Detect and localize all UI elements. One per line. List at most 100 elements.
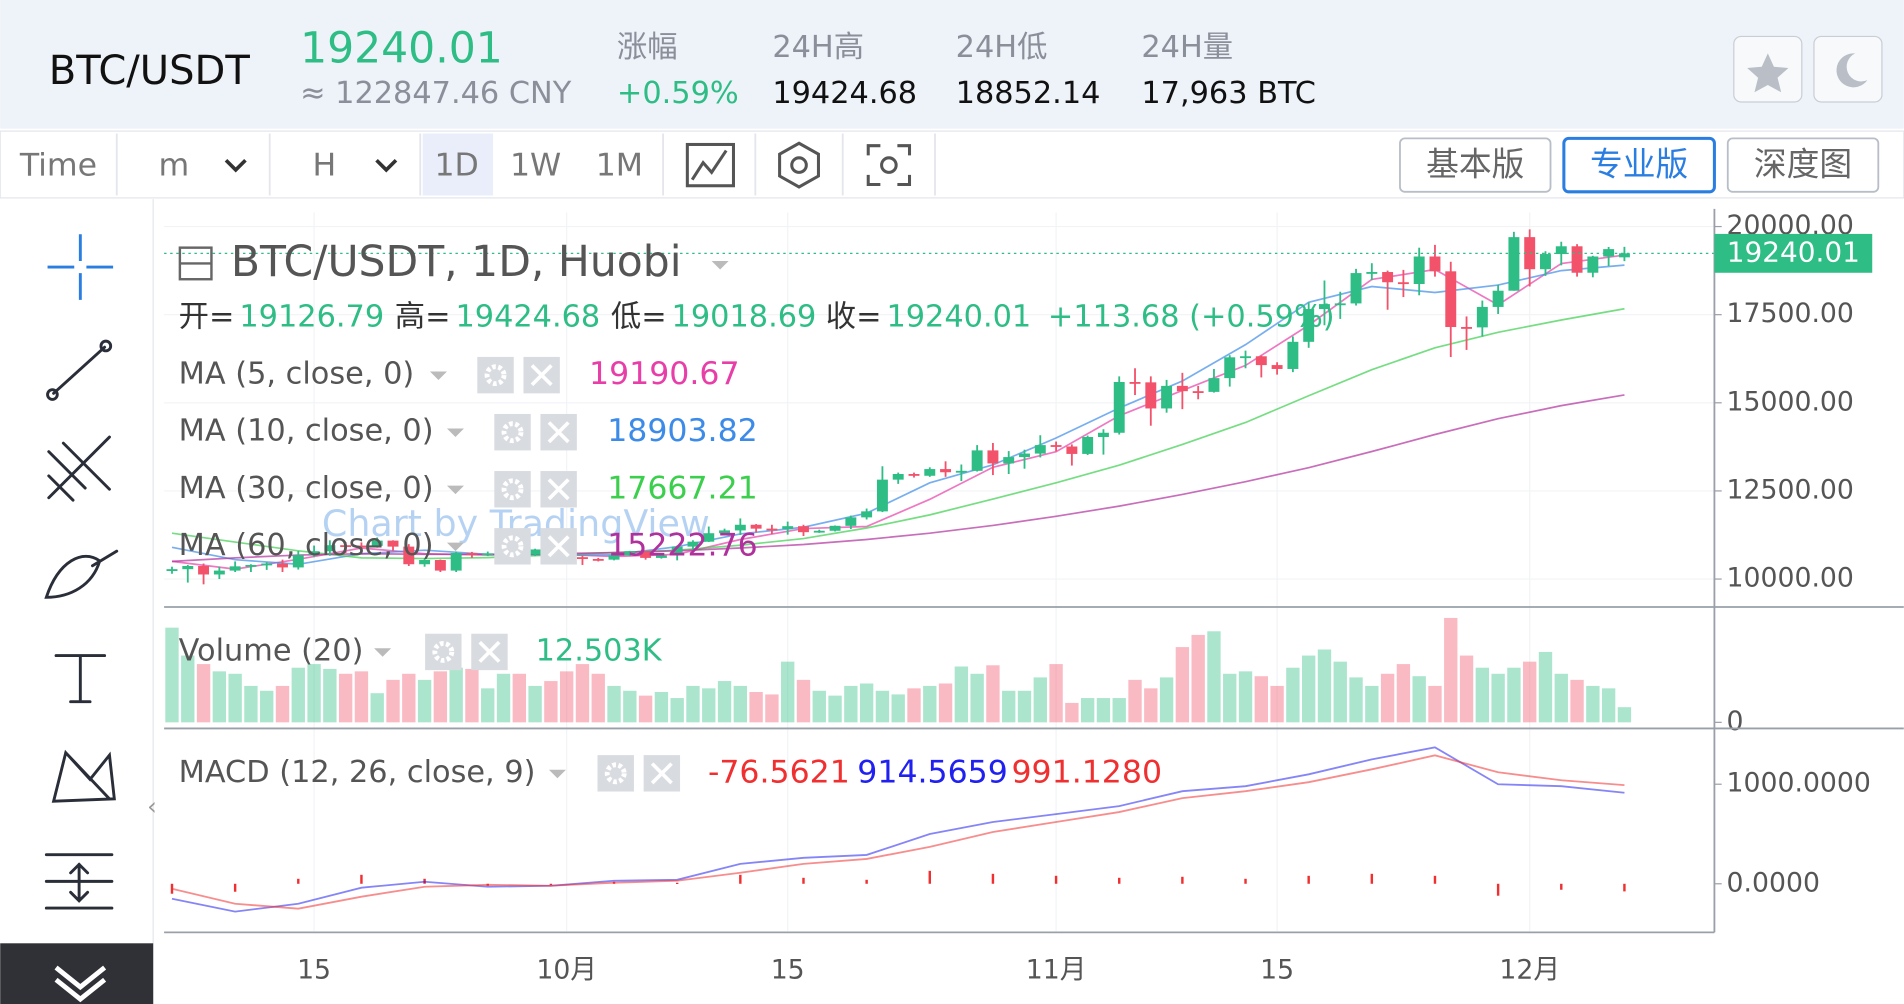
toolbar-item[interactable]: m <box>158 147 189 183</box>
volume-bar <box>370 693 384 723</box>
macd-title: MACD (12, 26, close, 9) <box>179 755 536 790</box>
line-tool-end <box>99 339 113 353</box>
volume-bar <box>181 655 195 723</box>
candle-body <box>1208 378 1220 392</box>
volume-bar <box>260 690 274 723</box>
candle-body <box>1066 446 1078 454</box>
fib-tool[interactable] <box>47 435 111 502</box>
volume-bar <box>670 698 684 723</box>
volume-bar <box>212 671 227 723</box>
settings-button[interactable] <box>778 141 820 189</box>
macd-bar <box>865 879 868 884</box>
candle-body <box>782 526 794 529</box>
legend-caret[interactable] <box>711 261 729 270</box>
ma-legend-name: MA (10, close, 0) <box>179 414 434 449</box>
view-label[interactable]: 深度图 <box>1754 145 1852 183</box>
settings-icon[interactable] <box>778 141 820 189</box>
candle-body <box>466 552 478 555</box>
snapshot-button[interactable] <box>866 144 912 187</box>
toolbar-item[interactable]: 1W <box>510 147 561 183</box>
x-tick-label: 15 <box>771 955 805 986</box>
legend-caret[interactable] <box>374 648 392 657</box>
candle-body <box>1476 306 1488 328</box>
candle-body <box>1003 457 1015 464</box>
view-label[interactable]: 基本版 <box>1426 145 1524 183</box>
volume-bar <box>1017 690 1032 723</box>
ohlc-label: 收= <box>826 300 882 335</box>
view-button[interactable] <box>1399 137 1552 193</box>
legend-caret[interactable] <box>446 485 464 495</box>
chart-type-button[interactable] <box>685 142 735 188</box>
volume-bar <box>859 683 874 723</box>
volume-bar <box>291 667 305 723</box>
chart-type-icon[interactable] <box>685 142 735 188</box>
stat-label: 涨幅 <box>617 30 678 65</box>
remove-icon <box>478 640 501 663</box>
volume-bar <box>1333 661 1347 723</box>
view-button[interactable] <box>1726 137 1880 193</box>
volume-bar <box>1033 677 1047 723</box>
stat-label: 24H量 <box>1141 30 1233 65</box>
indicator-settings[interactable] <box>494 471 531 508</box>
indicator-settings[interactable] <box>477 356 514 394</box>
theme-box[interactable] <box>1813 35 1883 103</box>
toolbar-item[interactable]: H <box>312 147 336 183</box>
legend-caret[interactable] <box>446 542 464 552</box>
candle-body <box>245 564 257 567</box>
legend-caret[interactable] <box>548 769 566 779</box>
indicator-settings[interactable] <box>494 528 531 565</box>
view-label[interactable]: 专业版 <box>1590 145 1688 183</box>
drawing-tools[interactable] <box>44 234 119 910</box>
legend-caret[interactable] <box>429 371 447 380</box>
legend-caret[interactable] <box>446 428 464 438</box>
candle-body <box>1461 327 1473 329</box>
candle-body <box>434 560 446 571</box>
macd-line <box>171 754 1625 910</box>
text-tool[interactable] <box>54 654 107 704</box>
candle-body <box>1397 282 1409 285</box>
collapse-arrow[interactable]: ‹ <box>147 791 157 820</box>
candle-body <box>1413 256 1425 285</box>
macd-value: 914.5659 <box>857 754 1008 790</box>
volume-bar <box>417 679 432 723</box>
candle-body <box>734 524 746 531</box>
indicator-settings[interactable] <box>494 413 531 451</box>
indicator-settings[interactable] <box>597 755 634 792</box>
candle-body <box>1303 309 1315 342</box>
candle-body <box>1129 382 1141 384</box>
volume-bar <box>1554 673 1568 723</box>
ma-legend-name: MA (30, close, 0) <box>179 471 434 506</box>
ohlc-value: 19424.68 <box>455 300 600 335</box>
measure-tool[interactable] <box>44 853 114 910</box>
toolbar-item[interactable]: 1D <box>434 147 478 183</box>
star-button[interactable] <box>1733 35 1803 103</box>
remove-icon <box>547 478 570 501</box>
candle-body <box>876 479 888 512</box>
macd-bar <box>1370 873 1374 884</box>
chart-title: BTC/USDT, 1D, Huobi <box>231 238 682 287</box>
indicator-settings[interactable] <box>425 633 462 671</box>
volume-bar <box>1191 634 1205 723</box>
candle-body <box>1176 385 1188 392</box>
candle-body <box>1097 432 1109 437</box>
snapshot-icon[interactable] <box>866 144 912 187</box>
toolbar-item[interactable]: 1M <box>596 147 643 183</box>
ohlc-value: 19126.79 <box>239 300 384 335</box>
volume-bar <box>1601 688 1616 723</box>
volume-bar <box>733 685 748 723</box>
volume-value: 12.503K <box>536 633 663 668</box>
candle-body <box>1350 273 1362 304</box>
brush-tool[interactable] <box>44 549 119 599</box>
line-tool[interactable] <box>52 345 107 395</box>
candle-body <box>655 555 667 558</box>
volume-bar <box>1475 667 1490 723</box>
view-button[interactable] <box>1562 136 1716 194</box>
volume-bar <box>796 679 811 723</box>
theme-button[interactable] <box>1813 35 1883 103</box>
ma-legend-value: 18903.82 <box>607 413 758 449</box>
crosshair-tool[interactable] <box>47 234 114 300</box>
toolbar-item[interactable]: Time <box>19 147 97 183</box>
pattern-tool[interactable] <box>51 749 116 803</box>
stat-label: 24H低 <box>956 30 1048 65</box>
